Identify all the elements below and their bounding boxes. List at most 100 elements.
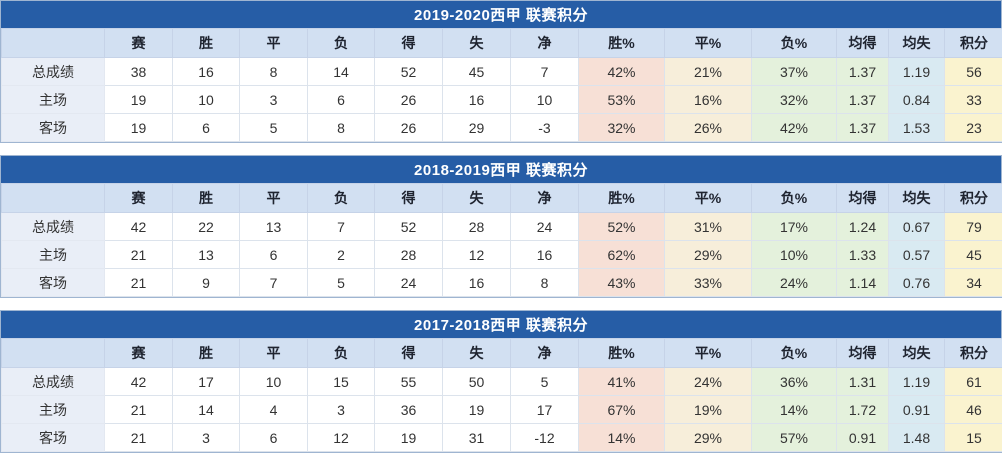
cell-home-wins: 14 <box>172 395 240 424</box>
cell-total-avg-goals-against: 1.19 <box>888 367 945 396</box>
column-header-matches: 赛 <box>104 183 173 213</box>
cell-away-win-pct: 32% <box>578 113 665 142</box>
row-label-home: 主场 <box>1 85 105 114</box>
cell-home-goals-against: 16 <box>442 85 511 114</box>
cell-total-avg-goals-for: 1.24 <box>836 212 889 241</box>
cell-home-goals-for: 28 <box>374 240 443 269</box>
column-header-goal-diff: 净 <box>510 28 579 58</box>
cell-home-avg-goals-for: 1.37 <box>836 85 889 114</box>
cell-total-win-pct: 52% <box>578 212 665 241</box>
cell-home-matches: 19 <box>104 85 173 114</box>
season-table-2: 2018-2019西甲 联赛积分赛胜平负得失净胜% 平% 负% 均得 均失 积分 总成绩 42… <box>0 155 1002 298</box>
cell-total-avg-goals-against: 0.67 <box>888 212 945 241</box>
cell-away-avg-goals-for: 1.37 <box>836 113 889 142</box>
column-header-row-label <box>1 338 105 368</box>
cell-total-win-pct: 41% <box>578 367 665 396</box>
cell-away-goals-against: 29 <box>442 113 511 142</box>
cell-away-draw-pct: 26% <box>664 113 752 142</box>
cell-home-win-pct: 53% <box>578 85 665 114</box>
cell-total-goals-against: 50 <box>442 367 511 396</box>
table-row-home: 主场 21 13 6 2 28 12 16 62% 29% 10% 1.33 0.57 45 <box>1 240 1002 269</box>
column-header-win-pct: 胜% <box>578 338 665 368</box>
season-title: 2017-2018西甲 联赛积分 <box>1 311 1001 338</box>
cell-away-losses: 12 <box>307 423 375 452</box>
cell-total-points: 56 <box>944 57 1002 86</box>
cell-total-points: 79 <box>944 212 1002 241</box>
cell-home-avg-goals-against: 0.84 <box>888 85 945 114</box>
cell-away-draws: 7 <box>239 268 308 297</box>
cell-total-draw-pct: 31% <box>664 212 752 241</box>
cell-away-loss-pct: 24% <box>751 268 837 297</box>
cell-home-draws: 6 <box>239 240 308 269</box>
column-header-losses: 负 <box>307 183 375 213</box>
column-header-points: 积分 <box>944 28 1002 58</box>
cell-home-points: 33 <box>944 85 1002 114</box>
row-label-away: 客场 <box>1 423 105 452</box>
season-table-3: 2017-2018西甲 联赛积分赛胜平负得失净胜% 平% 负% 均得 均失 积分 总成绩 42… <box>0 310 1002 453</box>
column-header-goals-for: 得 <box>374 183 443 213</box>
cell-total-points: 61 <box>944 367 1002 396</box>
column-header-loss-pct: 负% <box>751 183 837 213</box>
cell-away-points: 34 <box>944 268 1002 297</box>
cell-total-goals-for: 52 <box>374 212 443 241</box>
cell-total-draws: 8 <box>239 57 308 86</box>
cell-home-losses: 2 <box>307 240 375 269</box>
cell-home-goals-against: 12 <box>442 240 511 269</box>
cell-away-goals-against: 31 <box>442 423 511 452</box>
column-header-losses: 负 <box>307 28 375 58</box>
column-header-goals-against: 失 <box>442 338 511 368</box>
cell-home-wins: 13 <box>172 240 240 269</box>
cell-total-draws: 10 <box>239 367 308 396</box>
cell-total-avg-goals-against: 1.19 <box>888 57 945 86</box>
cell-home-points: 46 <box>944 395 1002 424</box>
cell-home-avg-goals-against: 0.91 <box>888 395 945 424</box>
season-table-1: 2019-2020西甲 联赛积分赛胜平负得失净胜% 平% 负% 均得 均失 积分 总成绩 38… <box>0 0 1002 143</box>
cell-total-matches: 42 <box>104 212 173 241</box>
column-header-avg-goals-for: 均得 <box>836 338 889 368</box>
cell-total-avg-goals-for: 1.37 <box>836 57 889 86</box>
cell-total-draw-pct: 21% <box>664 57 752 86</box>
cell-total-wins: 16 <box>172 57 240 86</box>
cell-home-losses: 6 <box>307 85 375 114</box>
cell-away-loss-pct: 57% <box>751 423 837 452</box>
column-header-avg-goals-against: 均失 <box>888 183 945 213</box>
cell-total-loss-pct: 36% <box>751 367 837 396</box>
cell-home-draws: 3 <box>239 85 308 114</box>
cell-home-loss-pct: 14% <box>751 395 837 424</box>
cell-total-goals-for: 55 <box>374 367 443 396</box>
season-stats-table: 赛胜平负得失净胜% 平% 负% 均得 均失 积分 总成绩 42 17 10 15 55 50 5 41% 24… <box>1 338 1002 452</box>
column-header-draws: 平 <box>239 338 308 368</box>
column-header-avg-goals-against: 均失 <box>888 338 945 368</box>
cell-away-avg-goals-against: 0.76 <box>888 268 945 297</box>
table-row-total: 总成绩 42 17 10 15 55 50 5 41% 24% 36% 1.31 1.19 61 <box>1 367 1002 396</box>
row-label-home: 主场 <box>1 395 105 424</box>
cell-away-draw-pct: 33% <box>664 268 752 297</box>
cell-total-matches: 42 <box>104 367 173 396</box>
cell-total-goal-diff: 24 <box>510 212 579 241</box>
cell-away-avg-goals-for: 0.91 <box>836 423 889 452</box>
cell-home-win-pct: 67% <box>578 395 665 424</box>
column-header-matches: 赛 <box>104 338 173 368</box>
cell-away-matches: 21 <box>104 423 173 452</box>
cell-away-loss-pct: 42% <box>751 113 837 142</box>
cell-home-goal-diff: 17 <box>510 395 579 424</box>
cell-total-losses: 15 <box>307 367 375 396</box>
cell-home-loss-pct: 10% <box>751 240 837 269</box>
cell-home-win-pct: 62% <box>578 240 665 269</box>
table-row-total: 总成绩 42 22 13 7 52 28 24 52% 31% 17% 1.24 0.67 79 <box>1 212 1002 241</box>
cell-away-points: 15 <box>944 423 1002 452</box>
cell-away-goal-diff: -12 <box>510 423 579 452</box>
cell-away-avg-goals-for: 1.14 <box>836 268 889 297</box>
cell-home-goal-diff: 16 <box>510 240 579 269</box>
table-row-total: 总成绩 38 16 8 14 52 45 7 42% 21% 37% 1.37 1.19 56 <box>1 57 1002 86</box>
cell-home-loss-pct: 32% <box>751 85 837 114</box>
column-header-win-pct: 胜% <box>578 28 665 58</box>
cell-home-matches: 21 <box>104 240 173 269</box>
column-header-goals-against: 失 <box>442 183 511 213</box>
cell-away-goal-diff: -3 <box>510 113 579 142</box>
cell-home-draw-pct: 29% <box>664 240 752 269</box>
column-header-points: 积分 <box>944 183 1002 213</box>
cell-away-avg-goals-against: 1.53 <box>888 113 945 142</box>
table-row-away: 客场 21 3 6 12 19 31 -12 14% 29% 57% 0.91 1.48 15 <box>1 423 1002 452</box>
column-header-row-label <box>1 183 105 213</box>
